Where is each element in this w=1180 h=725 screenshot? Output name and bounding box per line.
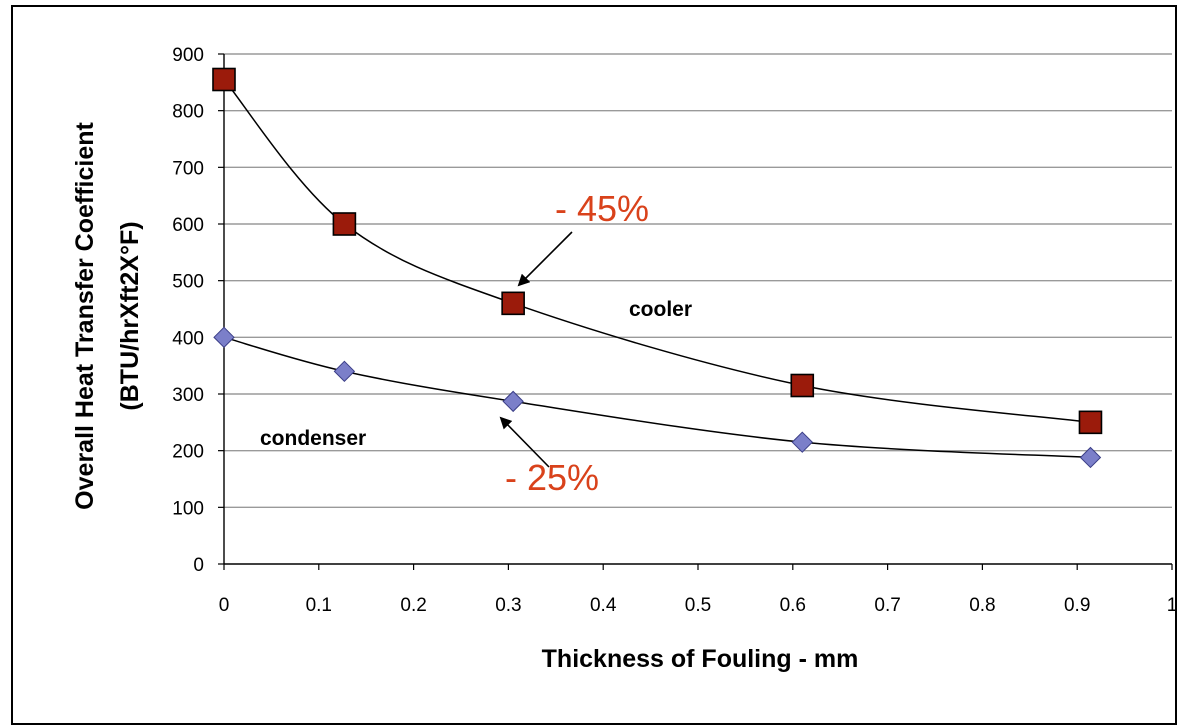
condenser-point — [502, 390, 524, 413]
x-tick-label: 0.3 — [495, 595, 521, 616]
cooler-trendline — [223, 79, 1091, 424]
condenser-annotation-label: - 25% — [505, 457, 599, 498]
condenser-annotation-arrow — [499, 416, 550, 468]
x-tick-label: 0.9 — [1064, 595, 1090, 616]
data-marks — [212, 67, 1103, 469]
condenser-trendline — [223, 336, 1091, 459]
cooler-annotation-label: - 45% — [555, 188, 649, 229]
cooler-point — [501, 291, 525, 316]
x-tick-label: 0.4 — [590, 595, 617, 616]
y-tick-label: 0 — [193, 555, 204, 576]
y-tick-label: 400 — [172, 328, 204, 349]
cooler-series-label: cooler — [629, 298, 692, 321]
axes — [218, 53, 1173, 570]
y-tick-label: 300 — [172, 385, 204, 406]
x-tick-label: 0.2 — [400, 595, 426, 616]
condenser-point — [791, 431, 813, 453]
y-tick-label: 100 — [172, 498, 204, 519]
condenser-point — [213, 326, 235, 349]
grid — [224, 53, 1172, 509]
x-tick-label: 0.7 — [874, 595, 900, 616]
x-axis-title: Thickness of Fouling - mm — [542, 645, 859, 673]
condenser-point — [1079, 446, 1102, 469]
x-tick-label: 1 — [1167, 595, 1178, 616]
condenser-point — [333, 360, 356, 383]
y-tick-label: 800 — [172, 102, 204, 123]
y-tick-label: 900 — [172, 45, 204, 66]
y-axis-title-line1: Overall Heat Transfer Coefficient — [71, 122, 99, 510]
y-tick-label: 200 — [172, 442, 204, 463]
x-tick-labels: 0 0.1 0.2 0.3 0.4 0.5 0.6 0.7 0.8 0.9 1 — [219, 595, 1178, 616]
y-tick-labels: 0 100 200 300 400 500 600 700 800 900 — [172, 45, 204, 576]
y-tick-label: 500 — [172, 272, 204, 293]
cooler-point — [212, 67, 236, 92]
x-tick-label: 0.8 — [969, 595, 995, 616]
x-tick-label: 0.5 — [685, 595, 711, 616]
y-tick-label: 700 — [172, 158, 204, 179]
y-tick-label: 600 — [172, 215, 204, 236]
x-tick-label: 0 — [219, 595, 230, 616]
chart-frame — [11, 5, 1177, 725]
cooler-point — [1078, 410, 1103, 435]
condenser-series-label: condenser — [260, 427, 366, 450]
x-tick-label: 0.1 — [306, 595, 332, 616]
cooler-point — [332, 212, 357, 236]
trend-curves — [223, 79, 1091, 459]
arrows — [499, 231, 573, 468]
cooler-point — [790, 373, 815, 398]
y-axis-title-line2: (BTU/hrXft2X°F) — [116, 221, 144, 410]
cooler-annotation-arrow — [517, 231, 573, 287]
x-tick-label: 0.6 — [780, 595, 806, 616]
chart: 0 0.1 0.2 0.3 0.4 0.5 0.6 0.7 0.8 0.9 1 0 100 200 300… — [71, 45, 1178, 673]
